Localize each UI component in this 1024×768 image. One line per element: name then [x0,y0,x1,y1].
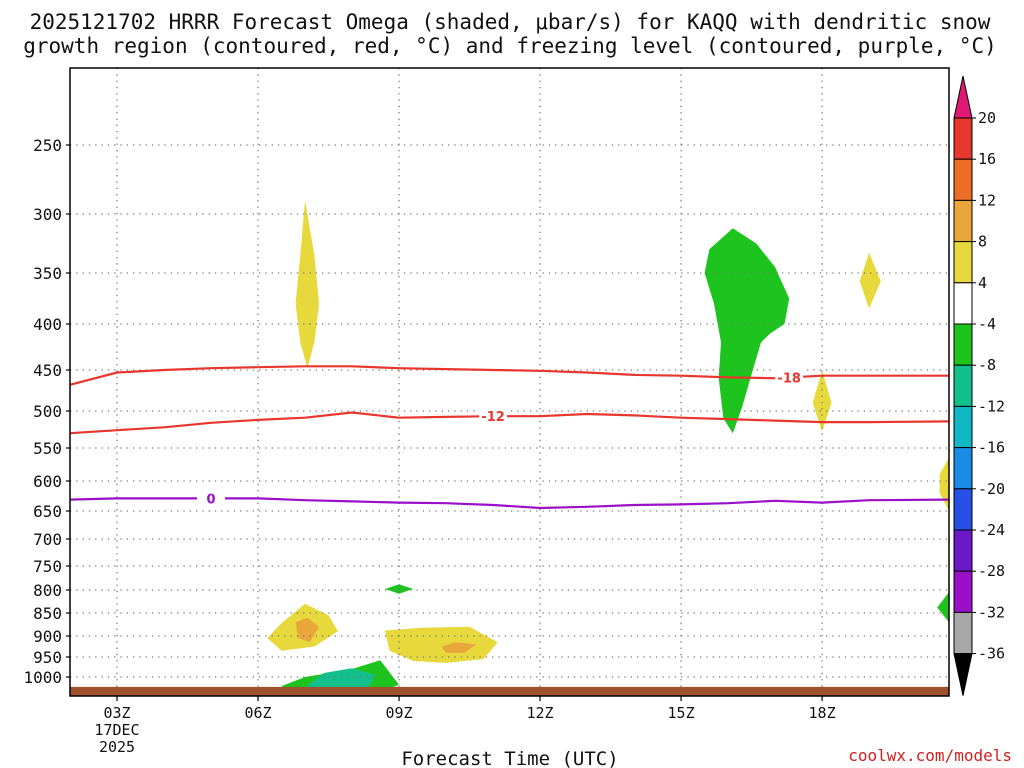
grid-lines [70,68,949,696]
colorbar-label-2: 12 [978,191,996,209]
y-tick-label-750: 750 [33,557,62,576]
colorbar-label-11: -28 [978,562,1005,580]
omega-region-3 [812,370,832,432]
omega-region-2 [859,252,881,309]
omega-region-10 [441,642,477,653]
x-tick-label-03Z: 03Z [103,704,130,722]
plot-area: -18 -12 0 [69,67,950,697]
contour-label-bg-0 [197,490,226,507]
x-tick-sublabel-17DEC: 17DEC [94,721,139,739]
colorbar-label-3: 8 [978,233,987,251]
colorbar-label-0: 20 [978,109,996,127]
y-tick-label-700: 700 [33,530,62,549]
x-tick-label-15Z: 15Z [668,704,695,722]
y-tick-label-1000: 1000 [23,668,62,687]
colorbar-swatch-12 [953,611,973,655]
plot-frame [69,67,950,697]
colorbar-swatch-6 [953,364,973,407]
colorbar: 20 16 12 8 4 -4 -8 -12 -16 -20 -24 -28 -32 -36 [953,75,1005,696]
x-tick-sublabel-2025: 2025 [99,738,135,756]
y-tick-label-600: 600 [33,472,62,491]
colorbar-swatch-11 [953,570,973,613]
title-line-2: growth region (contoured, red, °C) and f… [23,34,997,58]
y-tick-label-550: 550 [33,439,62,458]
x-tick-label-18Z: 18Z [809,704,836,722]
colorbar-swatch-1 [953,158,973,201]
x-tick-label-12Z: 12Z [527,704,554,722]
colorbar-swatch-9 [953,488,973,531]
colorbar-top-arrow [953,75,973,119]
y-tick-label-500: 500 [33,402,62,421]
colorbar-label-9: -20 [978,480,1005,498]
y-tick-label-650: 650 [33,502,62,521]
title-line-1: 2025121702 HRRR Forecast Omega (shaded, … [30,10,991,34]
y-tick-label-400: 400 [33,315,62,334]
omega-shading [267,200,949,695]
colorbar-swatch-3 [953,241,973,284]
contour-label--12: -12 [481,410,505,425]
contour-line--18 [70,365,949,386]
contour-label-bg--12 [479,408,508,425]
y-tick-label-950: 950 [33,648,62,667]
colorbar-label-6: -8 [978,356,996,374]
y-tick-label-900: 900 [33,627,62,646]
omega-region-5 [384,584,414,594]
y-tick-label-800: 800 [33,581,62,600]
colorbar-label-12: -32 [978,603,1005,621]
colorbar-label-13: -36 [978,645,1005,663]
x-tick-label-06Z: 06Z [244,704,271,722]
omega-region-8 [295,617,320,643]
colorbar-label-7: -12 [978,397,1005,415]
contour-label-bg--18 [775,369,804,386]
y-tick-label-850: 850 [33,604,62,623]
chart-title: 2025121702 HRRR Forecast Omega (shaded, … [23,10,997,58]
colorbar-label-8: -16 [978,439,1005,457]
contour-label--18: -18 [777,371,801,386]
omega-region-9 [384,626,498,663]
ground-strip [70,686,949,696]
colorbar-label-10: -24 [978,521,1005,539]
colorbar-label-5: -4 [978,315,996,333]
colorbar-swatch-8 [953,447,973,490]
y-tick-label-250: 250 [33,136,62,155]
colorbar-swatch-2 [953,199,973,243]
contour-label-0: 0 [206,492,215,507]
colorbar-swatch-5 [953,323,973,366]
colorbar-label-4: 4 [978,274,987,292]
y-tick-label-450: 450 [33,361,62,380]
colorbar-swatch-10 [953,529,973,572]
colorbar-label-1: 16 [978,150,996,168]
colorbar-swatch-4 [953,282,973,325]
colorbar-swatch-0 [953,117,973,160]
omega-region-1 [704,228,790,434]
omega-region-4 [939,457,949,511]
pressure-axis: 250 300 350 400 450 500 550 600 650 700 750 800 850 9… [23,136,70,687]
omega-region-0 [295,200,320,369]
colorbar-bottom-arrow [953,653,973,696]
y-tick-label-350: 350 [33,264,62,283]
colorbar-swatch-7 [953,405,973,449]
omega-region-6 [937,592,949,623]
credit-link[interactable]: coolwx.com/models [848,746,1012,765]
x-tick-label-09Z: 09Z [385,704,412,722]
temperature-contours: -18 -12 0 [70,365,949,510]
x-axis-label: Forecast Time (UTC) [401,748,618,768]
y-tick-label-300: 300 [33,205,62,224]
